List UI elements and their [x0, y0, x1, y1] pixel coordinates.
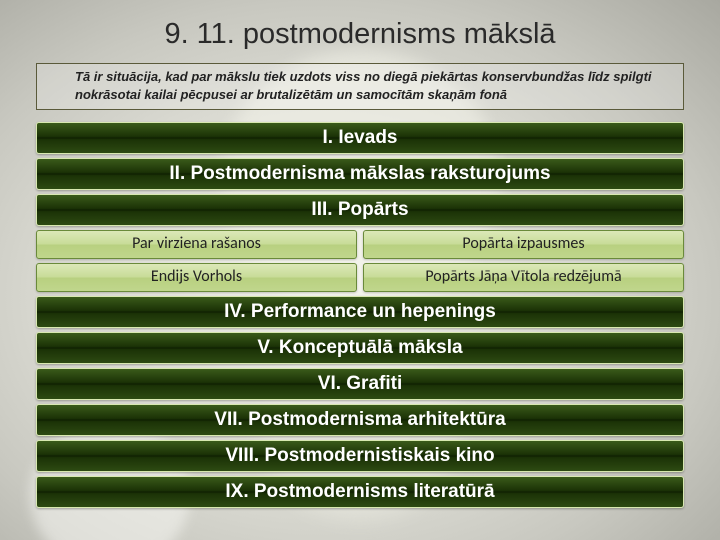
section-vi: VI. Grafiti [36, 368, 684, 400]
sub-warhol: Endijs Vorhols [36, 263, 357, 292]
section-ii: II. Postmodernisma mākslas raksturojums [36, 158, 684, 190]
section-v: V. Konceptuālā māksla [36, 332, 684, 364]
quote-box: Tā ir situācija, kad par mākslu tiek uzd… [36, 63, 684, 110]
sub-expressions: Popārta izpausmes [363, 230, 684, 259]
sub-origin: Par virziena rašanos [36, 230, 357, 259]
section-vii: VII. Postmodernisma arhitektūra [36, 404, 684, 436]
sub-vitols: Popārts Jāņa Vītola redzējumā [363, 263, 684, 292]
section-viii: VIII. Postmodernistiskais kino [36, 440, 684, 472]
slide: 9. 11. postmodernisms mākslā Tā ir situā… [0, 0, 720, 540]
content-area: 9. 11. postmodernisms mākslā Tā ir situā… [0, 0, 720, 508]
section-iii: III. Popārts [36, 194, 684, 226]
page-title: 9. 11. postmodernisms mākslā [36, 18, 684, 51]
section-ix: IX. Postmodernisms literatūrā [36, 476, 684, 508]
section-iv: IV. Performance un hepenings [36, 296, 684, 328]
subrow-1: Par virziena rašanos Popārta izpausmes [36, 230, 684, 259]
section-i: I. Ievads [36, 122, 684, 154]
subrow-2: Endijs Vorhols Popārts Jāņa Vītola redzē… [36, 263, 684, 292]
